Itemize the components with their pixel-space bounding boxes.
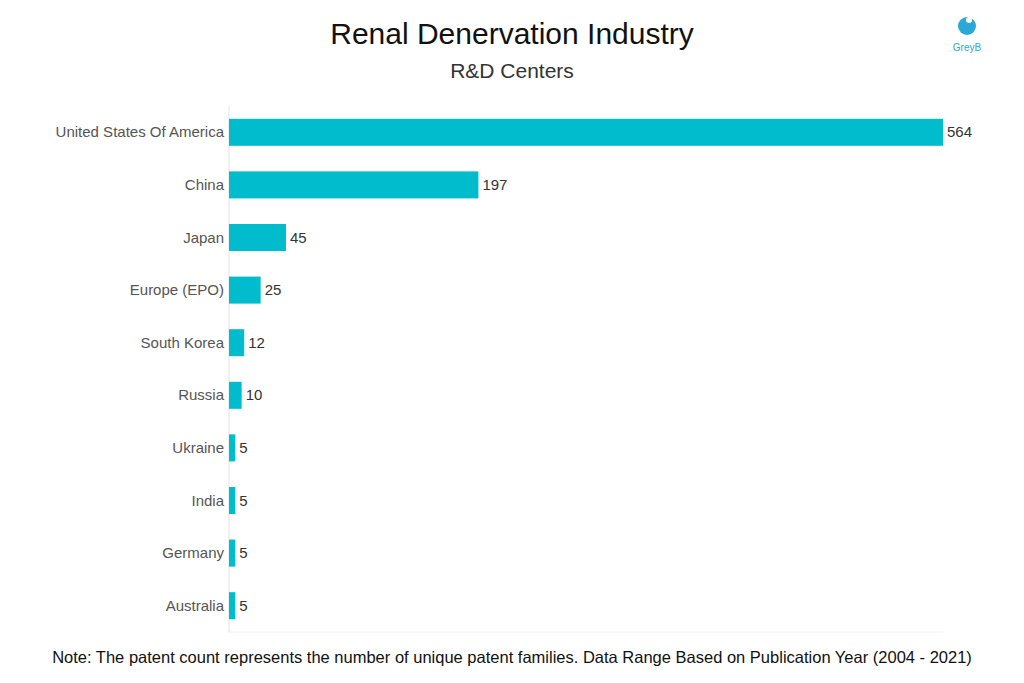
data-label: 5 [239,544,247,561]
category-label: United States Of America [56,123,225,140]
data-label: 197 [482,176,507,193]
category-label: India [191,492,224,509]
x-axis-line [229,632,943,633]
category-label: Japan [183,229,224,246]
category-label: China [185,176,225,193]
bar [229,434,235,461]
bar [229,382,242,409]
category-label: Ukraine [172,439,224,456]
data-label: 45 [290,229,307,246]
data-label: 564 [947,123,972,140]
bar [229,592,235,619]
category-label: Germany [162,544,224,561]
data-label: 10 [246,386,263,403]
category-label: Australia [166,597,225,614]
category-label: Russia [178,386,225,403]
bar [229,224,286,251]
category-label: South Korea [141,334,225,351]
bar [229,171,478,198]
category-label: Europe (EPO) [130,281,224,298]
bar [229,487,235,514]
logo-text: GreyB [953,42,982,53]
bar [229,540,235,567]
logo-icon [958,17,976,35]
note: Note: The patent count represents the nu… [52,648,972,666]
data-label: 25 [265,281,282,298]
labels: United States Of America 564 China 197 Japan… [56,123,972,613]
bar [229,119,943,146]
data-label: 12 [248,334,265,351]
subtitle: R&D Centers [450,59,574,82]
bar [229,277,261,304]
data-label: 5 [239,597,247,614]
chart: Renal Denervation Industry R&D Centers Gre… [0,0,1024,683]
logo-icon-dot [966,17,972,23]
data-label: 5 [239,439,247,456]
bars [229,119,943,619]
data-label: 5 [239,492,247,509]
bar [229,329,244,356]
title: Renal Denervation Industry [330,17,694,50]
logo: GreyB [953,17,982,53]
